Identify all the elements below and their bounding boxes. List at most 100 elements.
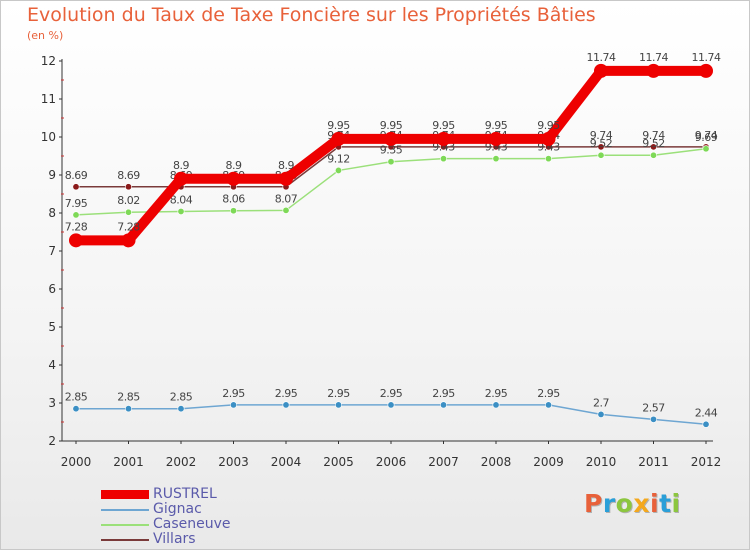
chart-title: Evolution du Taux de Taxe Foncière sur l… xyxy=(27,4,596,26)
legend-label-caseneuve: Caseneuve xyxy=(153,516,231,532)
data-point-rustrel xyxy=(174,171,188,186)
data-label-caseneuve: 9.12 xyxy=(327,152,350,165)
y-tick-label: 12 xyxy=(41,54,56,68)
x-tick-label: 2000 xyxy=(61,455,92,469)
data-label-caseneuve: 9.43 xyxy=(485,141,508,154)
data-point-villars xyxy=(72,183,80,191)
data-point-rustrel xyxy=(594,63,608,78)
data-point-caseneuve xyxy=(125,208,133,216)
data-label-rustrel: 8.9 xyxy=(226,159,242,172)
data-label-villars: 9.74 xyxy=(695,129,718,142)
logo-letter: P xyxy=(584,489,603,518)
data-point-gignac xyxy=(387,401,395,409)
data-point-gignac xyxy=(334,401,342,409)
data-point-rustrel xyxy=(489,131,503,146)
data-point-caseneuve xyxy=(230,207,238,215)
y-tick-label: 5 xyxy=(48,320,56,334)
x-tick-label: 2011 xyxy=(638,455,669,469)
data-point-caseneuve xyxy=(387,158,395,166)
y-tick-label: 6 xyxy=(48,282,56,296)
data-point-caseneuve xyxy=(649,151,657,159)
data-point-rustrel xyxy=(121,233,136,248)
data-point-caseneuve xyxy=(702,145,710,153)
data-label-caseneuve: 8.02 xyxy=(117,194,140,207)
data-point-rustrel xyxy=(384,131,398,146)
data-label-rustrel: 8.9 xyxy=(173,159,189,172)
y-tick-label: 9 xyxy=(48,168,56,182)
data-label-gignac: 2.95 xyxy=(275,387,298,400)
proxiti-logo[interactable]: Proxiti xyxy=(584,489,681,518)
logo-letter: i xyxy=(650,489,660,518)
data-point-rustrel xyxy=(69,233,83,248)
logo-letter: t xyxy=(659,489,672,518)
data-point-caseneuve xyxy=(544,155,552,163)
data-label-rustrel: 7.28 xyxy=(117,220,140,233)
y-tick-label: 4 xyxy=(48,358,56,372)
data-label-caseneuve: 9.43 xyxy=(432,141,455,154)
data-point-gignac xyxy=(597,410,605,418)
logo-letter: r xyxy=(602,489,616,518)
data-point-gignac xyxy=(439,401,447,409)
data-point-rustrel xyxy=(279,171,293,186)
data-label-rustrel: 11.74 xyxy=(639,51,668,64)
data-point-gignac xyxy=(72,405,80,413)
y-tick-label: 7 xyxy=(48,244,56,258)
x-tick-label: 2003 xyxy=(218,455,249,469)
x-tick-label: 2002 xyxy=(166,455,197,469)
legend-label-rustrel: RUSTREL xyxy=(153,486,217,502)
data-label-rustrel: 11.74 xyxy=(587,51,616,64)
data-point-gignac xyxy=(544,401,552,409)
data-label-gignac: 2.95 xyxy=(485,387,508,400)
data-label-rustrel: 9.95 xyxy=(537,119,560,132)
data-label-gignac: 2.85 xyxy=(65,391,88,404)
data-label-gignac: 2.85 xyxy=(170,391,193,404)
data-label-caseneuve: 9.52 xyxy=(590,137,613,150)
y-tick-label: 8 xyxy=(48,206,56,220)
data-point-gignac xyxy=(177,405,185,413)
data-point-rustrel xyxy=(436,131,451,146)
data-label-rustrel: 9.95 xyxy=(432,119,455,132)
data-point-rustrel xyxy=(541,131,556,146)
data-label-villars: 9.74 xyxy=(642,129,665,142)
data-point-rustrel xyxy=(699,63,713,78)
data-label-caseneuve: 8.04 xyxy=(170,193,193,206)
data-label-rustrel: 9.95 xyxy=(327,119,350,132)
data-point-caseneuve xyxy=(72,211,80,219)
x-tick-label: 2009 xyxy=(533,455,564,469)
legend-swatch-gignac xyxy=(101,509,149,511)
legend-swatch-rustrel xyxy=(101,490,149,499)
data-label-gignac: 2.57 xyxy=(642,401,665,414)
data-label-rustrel: 9.95 xyxy=(485,119,508,132)
y-tick-label: 11 xyxy=(41,92,56,106)
data-label-caseneuve: 9.35 xyxy=(380,144,403,157)
data-point-gignac xyxy=(230,401,238,409)
x-tick-label: 2007 xyxy=(428,455,459,469)
data-label-caseneuve: 8.06 xyxy=(222,193,245,206)
data-label-caseneuve: 8.07 xyxy=(275,192,298,205)
legend-swatch-caseneuve xyxy=(101,524,149,526)
data-point-caseneuve xyxy=(597,151,605,159)
data-label-rustrel: 8.9 xyxy=(278,159,294,172)
data-label-rustrel: 7.28 xyxy=(65,220,88,233)
x-tick-label: 2001 xyxy=(113,455,144,469)
y-tick-label: 3 xyxy=(48,396,56,410)
data-label-rustrel: 11.74 xyxy=(692,51,721,64)
data-point-gignac xyxy=(282,401,290,409)
legend-label-villars: Villars xyxy=(153,531,196,547)
data-point-rustrel xyxy=(226,171,241,186)
data-label-gignac: 2.95 xyxy=(537,387,560,400)
legend-label-gignac: Gignac xyxy=(153,501,202,517)
data-label-gignac: 2.44 xyxy=(695,406,718,419)
data-label-caseneuve: 9.69 xyxy=(695,131,718,144)
x-tick-label: 2008 xyxy=(481,455,512,469)
data-point-caseneuve xyxy=(282,206,290,214)
x-tick-label: 2005 xyxy=(323,455,354,469)
y-unit-label: (en %) xyxy=(27,29,64,42)
data-point-caseneuve xyxy=(439,155,447,163)
data-label-caseneuve: 9.52 xyxy=(642,137,665,150)
data-point-rustrel xyxy=(331,131,346,146)
data-point-villars xyxy=(649,143,657,151)
logo-letter: o xyxy=(615,489,634,518)
